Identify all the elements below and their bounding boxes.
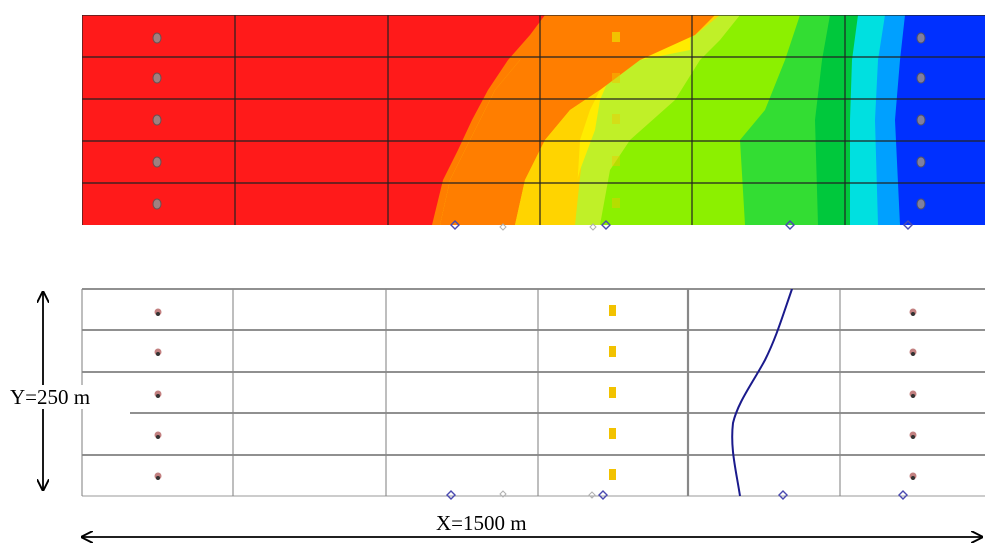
well-marker: [909, 390, 917, 398]
diamond-marker: [450, 220, 460, 230]
well-marker: [909, 431, 917, 439]
well-marker: [154, 472, 162, 480]
diamond-marker: [898, 490, 908, 500]
top-left-wells: [152, 32, 162, 210]
well-marker: [154, 308, 162, 316]
well-marker: [152, 32, 162, 44]
yellow-square-marker: [609, 387, 616, 398]
well-marker: [916, 156, 926, 168]
yellow-square-marker: [609, 428, 616, 439]
well-marker: [909, 308, 917, 316]
yellow-square-marker: [612, 73, 620, 83]
diamond-marker: [598, 490, 608, 500]
well-marker: [909, 348, 917, 356]
well-marker: [916, 198, 926, 210]
well-marker: [152, 156, 162, 168]
top-grid: [82, 15, 985, 225]
top-boundary-ghost-marks: [499, 223, 597, 231]
well-marker: [152, 72, 162, 84]
well-marker: [152, 198, 162, 210]
well-marker: [154, 390, 162, 398]
diamond-marker: [903, 220, 913, 230]
well-marker: [916, 32, 926, 44]
bottom-right-wells: [909, 308, 917, 480]
well-marker: [154, 431, 162, 439]
yellow-square-marker: [612, 156, 620, 166]
well-marker: [909, 472, 917, 480]
yellow-square-marker: [612, 114, 620, 124]
bottom-boundary-ghost-marks: [499, 490, 596, 499]
well-marker: [916, 114, 926, 126]
diamond-marker: [778, 490, 788, 500]
well-marker: [916, 72, 926, 84]
bottom-left-wells: [154, 308, 162, 480]
yellow-square-marker: [609, 469, 616, 480]
x-dimension-label: X=1500 m: [432, 511, 531, 535]
yellow-square-marker: [609, 305, 616, 316]
y-dimension-label: Y=250 m: [8, 385, 93, 409]
displacement-front-line: [731, 288, 793, 497]
contour-band-yellow-inner: [515, 60, 640, 225]
diamond-marker: [601, 220, 611, 230]
top-boundary-diamonds: [450, 220, 913, 230]
contour-band-orange-inner: [440, 15, 715, 225]
top-yellow-markers: [612, 32, 620, 208]
yellow-square-marker: [612, 32, 620, 42]
diamond-marker: [446, 490, 456, 500]
yellow-square-marker: [609, 346, 616, 357]
well-marker: [154, 348, 162, 356]
bottom-grid: [81, 288, 985, 497]
bottom-yellow-markers: [609, 305, 616, 480]
top-right-wells: [916, 32, 926, 210]
contour-band-red: [82, 15, 545, 225]
diamond-marker: [785, 220, 795, 230]
bottom-boundary-diamonds: [446, 490, 908, 500]
contour-panel: [82, 15, 985, 225]
well-marker: [152, 114, 162, 126]
yellow-square-marker: [612, 198, 620, 208]
front-panel: [81, 288, 985, 500]
